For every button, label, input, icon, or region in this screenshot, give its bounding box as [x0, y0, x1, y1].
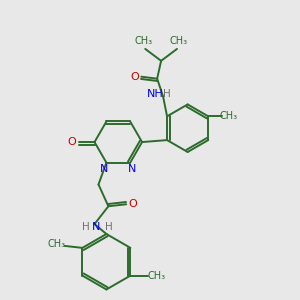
Text: CH₃: CH₃ [134, 36, 152, 46]
Text: N: N [100, 164, 109, 174]
Text: N: N [128, 164, 136, 174]
Text: O: O [68, 137, 76, 147]
Text: CH₃: CH₃ [48, 239, 66, 249]
Text: O: O [129, 199, 137, 209]
Text: H: H [163, 88, 171, 98]
Text: H: H [82, 222, 89, 232]
Text: CH₃: CH₃ [170, 36, 188, 46]
Text: H: H [104, 222, 112, 232]
Text: N: N [92, 222, 101, 232]
Text: CH₃: CH₃ [220, 111, 238, 121]
Text: CH₃: CH₃ [147, 271, 165, 281]
Text: NH: NH [147, 88, 164, 98]
Text: O: O [130, 72, 139, 82]
